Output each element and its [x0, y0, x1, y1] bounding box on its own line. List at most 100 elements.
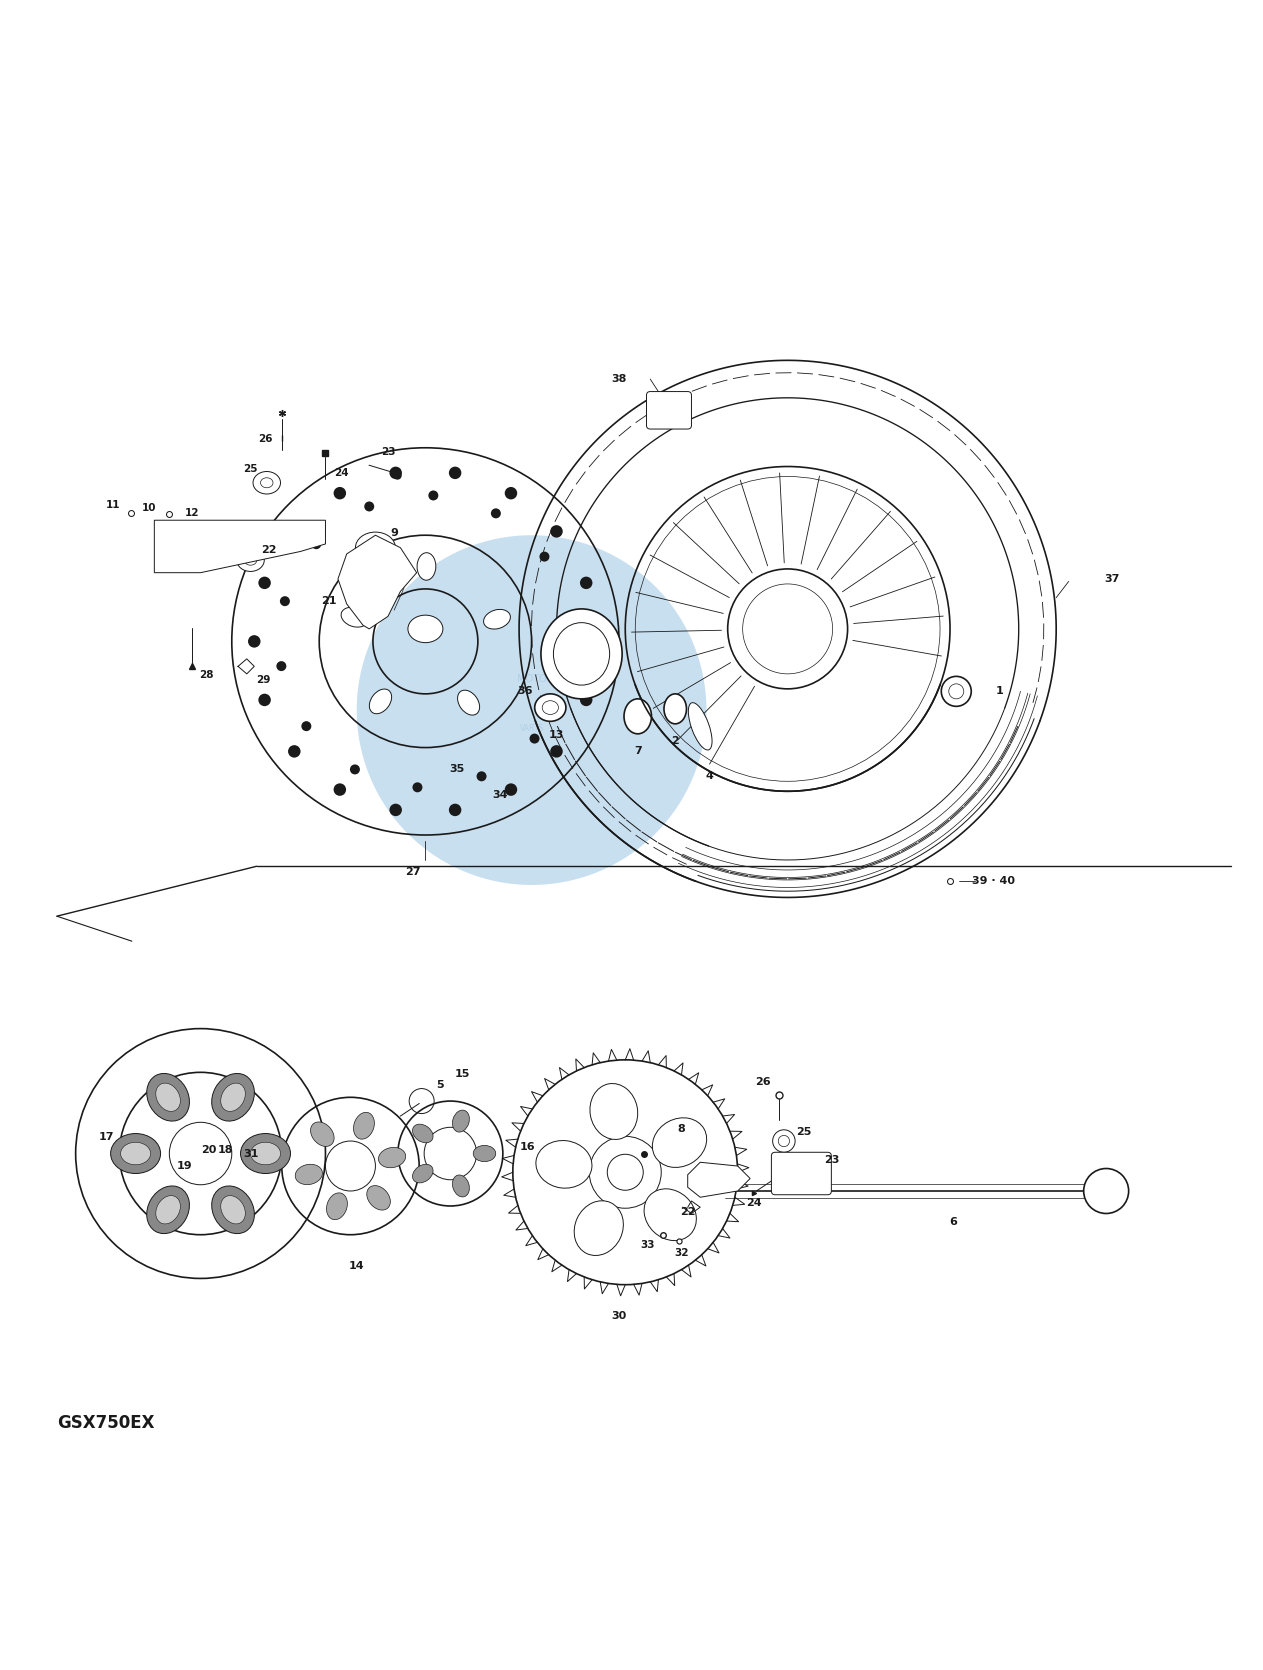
- Text: 4: 4: [705, 772, 712, 782]
- Ellipse shape: [413, 1164, 433, 1182]
- Text: 9: 9: [390, 528, 398, 538]
- Text: 1: 1: [997, 686, 1004, 696]
- Text: 12: 12: [184, 508, 200, 518]
- Ellipse shape: [379, 1147, 405, 1167]
- Ellipse shape: [366, 1186, 390, 1211]
- FancyBboxPatch shape: [772, 1152, 831, 1194]
- Circle shape: [505, 488, 518, 499]
- Ellipse shape: [575, 1201, 624, 1256]
- Circle shape: [259, 693, 270, 706]
- Text: 19: 19: [177, 1161, 192, 1171]
- Text: 23: 23: [380, 446, 395, 456]
- Text: 11: 11: [106, 501, 120, 511]
- Circle shape: [311, 539, 321, 549]
- Text: 8: 8: [677, 1124, 686, 1134]
- Circle shape: [288, 524, 301, 538]
- Ellipse shape: [457, 690, 480, 715]
- Circle shape: [428, 491, 438, 501]
- Text: 29: 29: [256, 675, 270, 685]
- Text: 32: 32: [674, 1249, 688, 1259]
- Text: 16: 16: [520, 1142, 536, 1152]
- Text: VARTS: VARTS: [519, 725, 543, 733]
- Ellipse shape: [244, 554, 256, 564]
- Circle shape: [277, 661, 287, 671]
- Ellipse shape: [413, 1124, 433, 1142]
- Text: 38: 38: [611, 374, 626, 384]
- Ellipse shape: [341, 608, 368, 628]
- Polygon shape: [338, 534, 417, 630]
- Text: 39 · 40: 39 · 40: [973, 877, 1015, 887]
- Ellipse shape: [408, 615, 443, 643]
- Text: 30: 30: [611, 1311, 626, 1321]
- Text: 5: 5: [437, 1080, 445, 1091]
- Text: 24: 24: [746, 1199, 762, 1209]
- Text: 25: 25: [244, 464, 258, 474]
- Ellipse shape: [541, 610, 623, 698]
- Text: 31: 31: [242, 1149, 258, 1159]
- Text: 13: 13: [549, 730, 565, 740]
- Text: 34: 34: [493, 790, 508, 800]
- Ellipse shape: [590, 1084, 638, 1139]
- Ellipse shape: [253, 471, 280, 494]
- Circle shape: [1084, 1169, 1129, 1214]
- Text: 24: 24: [335, 468, 349, 478]
- Circle shape: [248, 635, 260, 648]
- Circle shape: [259, 576, 270, 590]
- Circle shape: [389, 803, 402, 817]
- Circle shape: [389, 466, 402, 479]
- Ellipse shape: [624, 698, 652, 733]
- Ellipse shape: [251, 528, 274, 549]
- Circle shape: [539, 551, 549, 561]
- Circle shape: [356, 534, 706, 885]
- Circle shape: [580, 576, 592, 590]
- Text: 21: 21: [322, 596, 337, 606]
- Text: 17: 17: [99, 1132, 115, 1142]
- Ellipse shape: [417, 553, 436, 579]
- Text: 36: 36: [518, 686, 533, 696]
- Circle shape: [350, 765, 360, 775]
- Ellipse shape: [240, 1134, 290, 1174]
- Text: MOTO: MOTO: [517, 675, 547, 683]
- Ellipse shape: [212, 1186, 254, 1234]
- Ellipse shape: [705, 1172, 727, 1189]
- Text: 20: 20: [202, 1144, 217, 1154]
- Text: 7: 7: [634, 746, 642, 757]
- Ellipse shape: [653, 1117, 707, 1167]
- Circle shape: [580, 693, 592, 706]
- Ellipse shape: [354, 1112, 374, 1139]
- Ellipse shape: [120, 1142, 150, 1164]
- Text: 35: 35: [450, 763, 465, 773]
- Ellipse shape: [773, 1131, 796, 1152]
- Ellipse shape: [186, 534, 208, 556]
- Ellipse shape: [474, 1146, 495, 1162]
- Circle shape: [302, 721, 312, 731]
- Text: 33: 33: [640, 1239, 655, 1249]
- Text: 27: 27: [405, 867, 421, 877]
- Ellipse shape: [111, 1134, 160, 1174]
- Ellipse shape: [644, 1189, 696, 1241]
- Text: 22: 22: [679, 1207, 696, 1217]
- Ellipse shape: [452, 1176, 470, 1197]
- Ellipse shape: [484, 610, 510, 630]
- Polygon shape: [688, 1162, 750, 1197]
- Ellipse shape: [147, 1186, 189, 1234]
- FancyBboxPatch shape: [647, 391, 691, 429]
- Circle shape: [551, 524, 563, 538]
- Text: GSX750EX: GSX750EX: [57, 1414, 154, 1433]
- Ellipse shape: [355, 533, 395, 563]
- Circle shape: [288, 745, 301, 758]
- Ellipse shape: [250, 1142, 280, 1164]
- Ellipse shape: [155, 1196, 181, 1224]
- Text: 10: 10: [143, 503, 157, 513]
- Text: 18: 18: [217, 1144, 234, 1154]
- Ellipse shape: [221, 1084, 245, 1112]
- Circle shape: [333, 488, 346, 499]
- Text: 23: 23: [823, 1154, 839, 1164]
- Text: 37: 37: [1105, 574, 1120, 584]
- Ellipse shape: [664, 693, 687, 723]
- Circle shape: [448, 803, 461, 817]
- Circle shape: [476, 772, 486, 782]
- Text: 2: 2: [672, 736, 679, 746]
- Ellipse shape: [452, 1111, 470, 1132]
- Text: 26: 26: [755, 1077, 770, 1087]
